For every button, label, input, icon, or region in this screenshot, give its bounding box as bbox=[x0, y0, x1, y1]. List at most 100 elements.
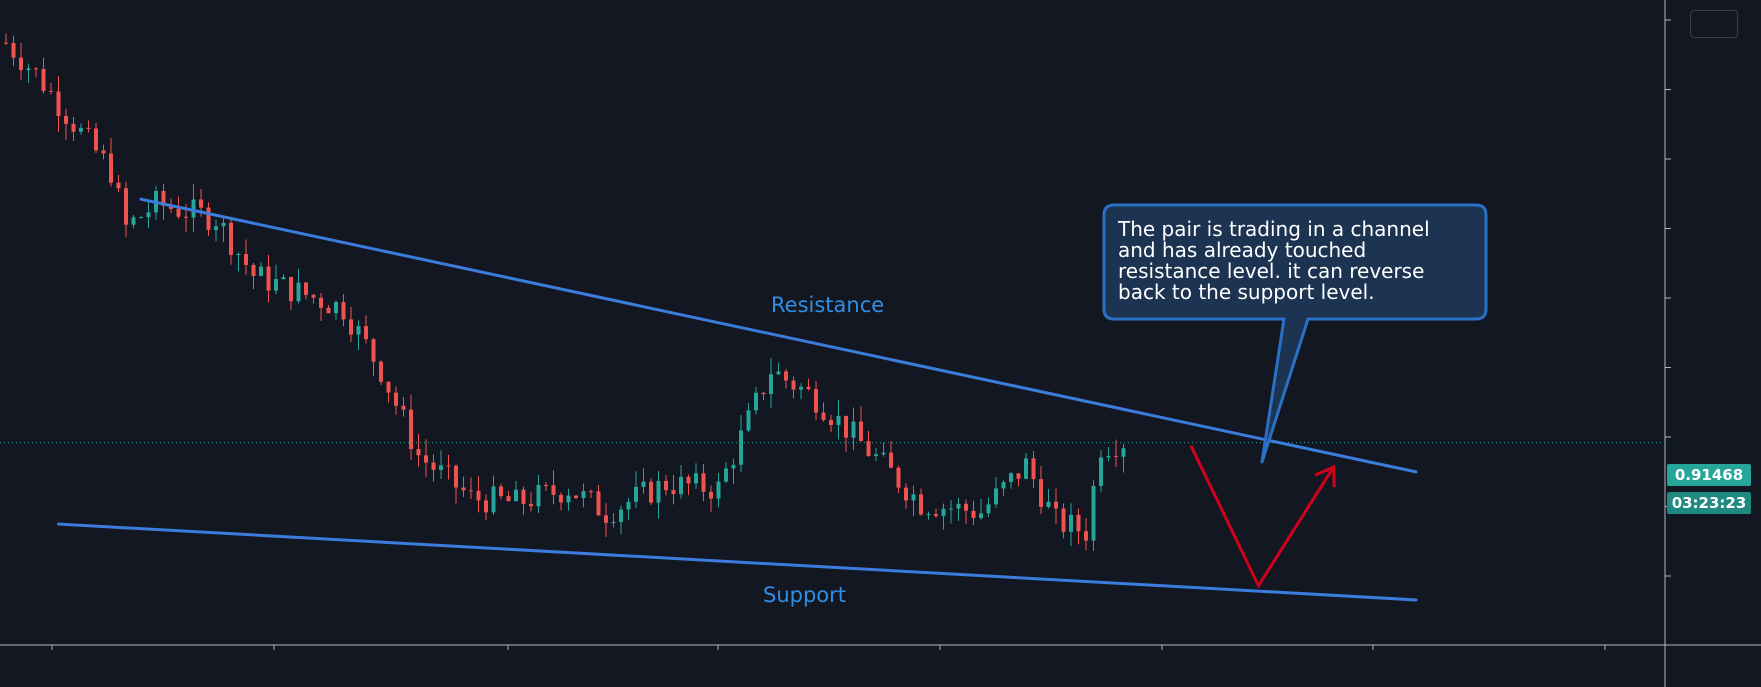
candle bbox=[49, 82, 53, 95]
candle bbox=[1069, 503, 1073, 547]
candle bbox=[431, 454, 436, 482]
candle bbox=[1054, 488, 1058, 524]
candle bbox=[1114, 439, 1118, 468]
candle bbox=[521, 486, 526, 515]
candle bbox=[671, 474, 676, 505]
candle bbox=[964, 499, 968, 524]
candle bbox=[776, 362, 781, 376]
candles bbox=[4, 33, 1126, 552]
candle bbox=[874, 448, 878, 461]
candle bbox=[821, 402, 826, 422]
callout-line: resistance level. it can reverse bbox=[1118, 259, 1425, 283]
candle bbox=[1099, 450, 1103, 493]
candle bbox=[41, 57, 46, 94]
resistance-trend-line[interactable] bbox=[139, 197, 1418, 474]
candle bbox=[536, 475, 541, 513]
candle bbox=[244, 239, 248, 275]
candle bbox=[416, 433, 421, 467]
candle bbox=[379, 360, 383, 385]
support-trend-line[interactable] bbox=[57, 522, 1418, 602]
candle bbox=[64, 108, 68, 140]
candle bbox=[559, 492, 563, 511]
candle bbox=[514, 481, 518, 502]
settings-button[interactable] bbox=[1690, 10, 1738, 38]
candle bbox=[716, 472, 721, 508]
candle bbox=[544, 482, 548, 491]
candle bbox=[739, 415, 743, 473]
candle bbox=[529, 491, 533, 512]
candle bbox=[881, 442, 886, 457]
candle bbox=[971, 500, 976, 526]
candle bbox=[1031, 451, 1036, 489]
callout-box[interactable] bbox=[1102, 203, 1488, 464]
candle bbox=[319, 292, 323, 321]
candle bbox=[596, 484, 601, 516]
candle bbox=[334, 300, 338, 320]
candle bbox=[401, 397, 406, 417]
candle bbox=[994, 476, 998, 508]
candle bbox=[101, 144, 106, 160]
candle bbox=[956, 497, 961, 521]
candle bbox=[71, 116, 76, 141]
candle bbox=[364, 315, 368, 344]
support-label: Support bbox=[763, 583, 846, 607]
candle bbox=[1009, 472, 1013, 489]
candle bbox=[349, 306, 353, 343]
candle bbox=[229, 216, 233, 265]
candle bbox=[1106, 447, 1111, 462]
candle bbox=[476, 476, 481, 513]
callout-text: The pair is trading in a channel and has… bbox=[1118, 219, 1478, 303]
candle bbox=[814, 380, 818, 421]
candle bbox=[454, 464, 458, 504]
candle bbox=[326, 305, 331, 314]
candle bbox=[686, 474, 691, 496]
candle bbox=[469, 477, 473, 500]
candle bbox=[491, 475, 496, 515]
candle bbox=[634, 471, 638, 509]
candle bbox=[656, 471, 661, 519]
candle bbox=[1024, 453, 1028, 480]
candle bbox=[926, 511, 931, 520]
candle bbox=[86, 120, 91, 133]
candle bbox=[701, 464, 706, 502]
candle bbox=[851, 407, 856, 451]
callout-line: and has already touched bbox=[1118, 238, 1367, 262]
candle bbox=[221, 218, 226, 243]
candle bbox=[79, 123, 83, 135]
candle bbox=[611, 513, 616, 528]
candle bbox=[949, 500, 953, 524]
candle bbox=[274, 264, 278, 295]
candle bbox=[1121, 444, 1126, 473]
candle bbox=[146, 201, 151, 228]
resistance-label: Resistance bbox=[771, 293, 884, 317]
candle bbox=[506, 490, 511, 502]
candle bbox=[746, 403, 751, 432]
candle bbox=[116, 174, 121, 193]
candle bbox=[724, 462, 728, 484]
candle bbox=[979, 498, 983, 520]
candle bbox=[109, 138, 113, 187]
candle bbox=[626, 497, 631, 520]
candle bbox=[589, 489, 593, 499]
candle bbox=[281, 274, 286, 280]
candle bbox=[461, 476, 466, 497]
candle bbox=[356, 320, 361, 351]
candle bbox=[1061, 503, 1066, 539]
candle bbox=[386, 381, 391, 403]
candle bbox=[859, 406, 863, 442]
candle bbox=[919, 488, 923, 516]
candle bbox=[986, 497, 991, 518]
candle bbox=[304, 281, 308, 300]
candle bbox=[161, 183, 166, 220]
candle bbox=[394, 386, 398, 415]
candle bbox=[694, 463, 698, 489]
candle bbox=[709, 485, 713, 513]
candle bbox=[34, 67, 38, 78]
candle bbox=[1016, 473, 1021, 487]
candle bbox=[446, 454, 451, 480]
projection-arrow-path[interactable] bbox=[1189, 445, 1335, 589]
candle bbox=[866, 430, 871, 458]
callout-line: The pair is trading in a channel bbox=[1118, 217, 1430, 241]
candle bbox=[844, 415, 848, 452]
